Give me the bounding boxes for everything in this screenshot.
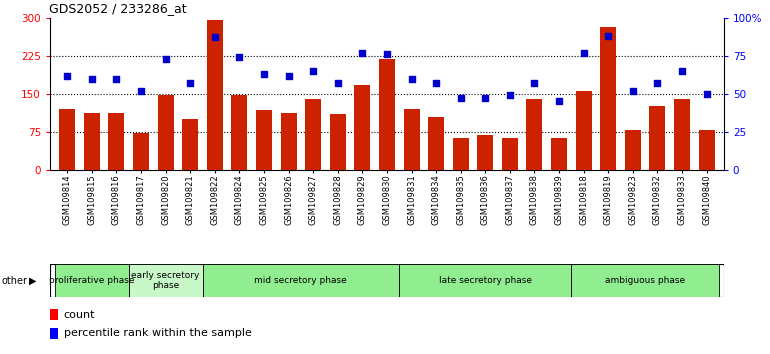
Text: count: count [63,309,95,320]
Bar [624,130,641,170]
Point [528,80,541,86]
Point [159,56,172,62]
Bar [203,264,399,297]
Bar [576,91,591,170]
Bar [50,309,59,320]
Text: ambiguous phase: ambiguous phase [605,276,685,285]
Bar [698,130,715,170]
Point [357,50,369,56]
Point [578,50,590,56]
Point [258,71,270,77]
Bar [280,113,296,170]
Point [283,73,295,78]
Point [430,80,442,86]
Bar [207,20,223,170]
Bar [84,113,100,170]
Bar [330,114,346,170]
Bar [428,116,444,170]
Point [61,73,73,78]
Bar [527,99,542,170]
Point [454,96,467,101]
Point [381,51,393,57]
Bar [477,136,494,170]
Point [405,76,417,81]
Text: proliferative phase: proliferative phase [49,276,135,285]
Point [627,88,639,93]
Bar [649,107,665,170]
Point [676,68,688,74]
Point [701,91,713,97]
Point [233,55,246,60]
Point [651,80,664,86]
Bar [502,138,518,170]
Bar [59,109,75,170]
Bar [50,328,59,339]
Point [85,76,98,81]
Bar [551,138,567,170]
Bar [182,119,198,170]
Bar [158,95,173,170]
Point [332,80,344,86]
Text: mid secretory phase: mid secretory phase [255,276,347,285]
Point [209,35,221,40]
Bar [256,110,272,170]
Point [504,92,516,98]
Bar [399,264,571,297]
Bar [571,264,719,297]
Text: percentile rank within the sample: percentile rank within the sample [63,328,251,338]
Point [110,76,122,81]
Bar [55,264,129,297]
Bar [133,133,149,170]
Text: other: other [2,275,28,286]
Bar [129,264,203,297]
Point [135,88,147,93]
Text: GDS2052 / 233286_at: GDS2052 / 233286_at [49,2,187,15]
Point [602,33,614,39]
Text: ▶: ▶ [29,275,37,286]
Bar [232,95,247,170]
Bar [305,99,321,170]
Bar [674,99,690,170]
Bar [453,138,469,170]
Bar [403,109,420,170]
Bar [379,59,395,170]
Bar [354,85,370,170]
Bar [601,27,616,170]
Text: late secretory phase: late secretory phase [439,276,532,285]
Point [479,96,491,101]
Point [184,80,196,86]
Text: early secretory
phase: early secretory phase [132,271,199,290]
Bar [109,113,125,170]
Point [307,68,320,74]
Point [553,98,565,104]
